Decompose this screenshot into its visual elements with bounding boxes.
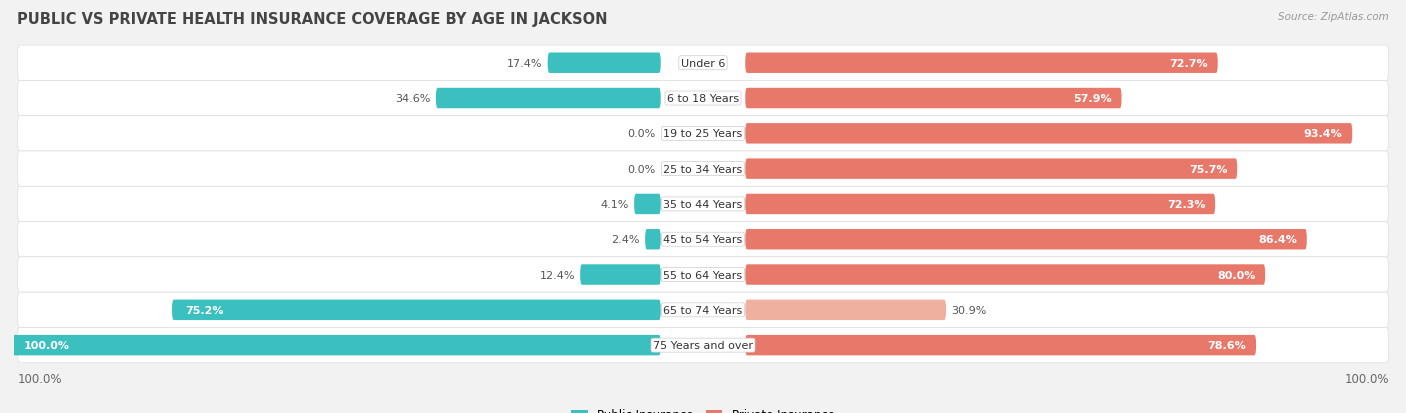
- FancyBboxPatch shape: [17, 46, 1389, 81]
- Text: 2.4%: 2.4%: [612, 235, 640, 244]
- Legend: Public Insurance, Private Insurance: Public Insurance, Private Insurance: [567, 404, 839, 413]
- FancyBboxPatch shape: [745, 88, 1122, 109]
- FancyBboxPatch shape: [17, 187, 1389, 222]
- Text: 34.6%: 34.6%: [395, 94, 430, 104]
- Text: PUBLIC VS PRIVATE HEALTH INSURANCE COVERAGE BY AGE IN JACKSON: PUBLIC VS PRIVATE HEALTH INSURANCE COVER…: [17, 12, 607, 27]
- FancyBboxPatch shape: [17, 292, 1389, 328]
- Text: 55 to 64 Years: 55 to 64 Years: [664, 270, 742, 280]
- FancyBboxPatch shape: [581, 265, 661, 285]
- FancyBboxPatch shape: [17, 81, 1389, 116]
- Text: 100.0%: 100.0%: [17, 372, 62, 385]
- Text: 100.0%: 100.0%: [1344, 372, 1389, 385]
- Text: 35 to 44 Years: 35 to 44 Years: [664, 199, 742, 209]
- Text: 19 to 25 Years: 19 to 25 Years: [664, 129, 742, 139]
- Text: 25 to 34 Years: 25 to 34 Years: [664, 164, 742, 174]
- Text: 12.4%: 12.4%: [540, 270, 575, 280]
- Text: 17.4%: 17.4%: [508, 59, 543, 69]
- Text: Under 6: Under 6: [681, 59, 725, 69]
- FancyBboxPatch shape: [745, 230, 1306, 250]
- FancyBboxPatch shape: [745, 194, 1215, 215]
- FancyBboxPatch shape: [745, 265, 1265, 285]
- Text: 30.9%: 30.9%: [952, 305, 987, 315]
- Text: 78.6%: 78.6%: [1208, 340, 1246, 350]
- FancyBboxPatch shape: [548, 53, 661, 74]
- Text: 0.0%: 0.0%: [627, 164, 655, 174]
- Text: 6 to 18 Years: 6 to 18 Years: [666, 94, 740, 104]
- FancyBboxPatch shape: [17, 328, 1389, 363]
- FancyBboxPatch shape: [172, 300, 661, 320]
- Text: 72.7%: 72.7%: [1170, 59, 1208, 69]
- Text: 75.2%: 75.2%: [186, 305, 224, 315]
- FancyBboxPatch shape: [436, 88, 661, 109]
- FancyBboxPatch shape: [17, 222, 1389, 257]
- FancyBboxPatch shape: [645, 230, 661, 250]
- Text: 72.3%: 72.3%: [1167, 199, 1205, 209]
- Text: 93.4%: 93.4%: [1303, 129, 1343, 139]
- Text: 86.4%: 86.4%: [1258, 235, 1298, 244]
- FancyBboxPatch shape: [745, 53, 1218, 74]
- FancyBboxPatch shape: [745, 335, 1256, 356]
- Text: 65 to 74 Years: 65 to 74 Years: [664, 305, 742, 315]
- Text: 4.1%: 4.1%: [600, 199, 628, 209]
- FancyBboxPatch shape: [17, 152, 1389, 187]
- FancyBboxPatch shape: [17, 257, 1389, 292]
- Text: Source: ZipAtlas.com: Source: ZipAtlas.com: [1278, 12, 1389, 22]
- Text: 57.9%: 57.9%: [1073, 94, 1112, 104]
- Text: 75.7%: 75.7%: [1189, 164, 1227, 174]
- FancyBboxPatch shape: [745, 159, 1237, 179]
- FancyBboxPatch shape: [745, 300, 946, 320]
- Text: 45 to 54 Years: 45 to 54 Years: [664, 235, 742, 244]
- FancyBboxPatch shape: [745, 124, 1353, 144]
- Text: 0.0%: 0.0%: [627, 129, 655, 139]
- FancyBboxPatch shape: [634, 194, 661, 215]
- Text: 100.0%: 100.0%: [24, 340, 70, 350]
- Text: 75 Years and over: 75 Years and over: [652, 340, 754, 350]
- Text: 80.0%: 80.0%: [1218, 270, 1256, 280]
- FancyBboxPatch shape: [17, 116, 1389, 152]
- FancyBboxPatch shape: [11, 335, 661, 356]
